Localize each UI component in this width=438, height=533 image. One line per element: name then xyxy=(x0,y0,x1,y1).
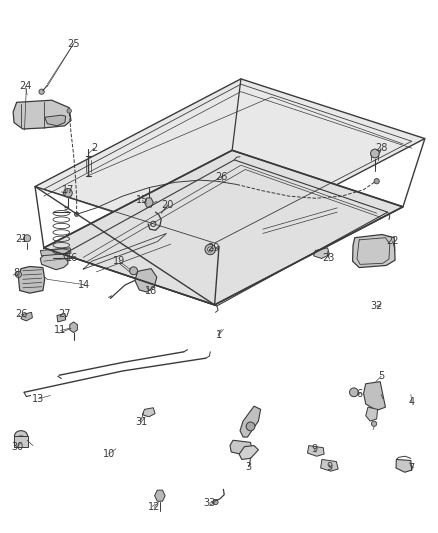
Text: 21: 21 xyxy=(15,234,27,244)
Circle shape xyxy=(39,89,44,94)
Text: 9: 9 xyxy=(326,462,332,472)
Text: 23: 23 xyxy=(322,253,335,263)
Polygon shape xyxy=(353,235,395,268)
Polygon shape xyxy=(35,79,425,246)
Circle shape xyxy=(246,422,255,431)
Polygon shape xyxy=(307,446,324,456)
Text: 33: 33 xyxy=(203,498,215,508)
Text: 24: 24 xyxy=(19,82,32,91)
Text: 26: 26 xyxy=(15,310,27,319)
Text: 19: 19 xyxy=(113,256,125,266)
Circle shape xyxy=(205,244,215,255)
Text: 12: 12 xyxy=(148,503,160,512)
Text: 3: 3 xyxy=(246,462,252,472)
Text: 4: 4 xyxy=(409,397,415,407)
Text: 13: 13 xyxy=(32,394,45,403)
Text: 1: 1 xyxy=(216,330,222,340)
Polygon shape xyxy=(21,312,32,321)
Polygon shape xyxy=(142,408,155,417)
Circle shape xyxy=(130,267,138,274)
Text: 16: 16 xyxy=(66,253,78,263)
Polygon shape xyxy=(45,115,66,126)
Circle shape xyxy=(15,271,21,278)
Circle shape xyxy=(208,247,213,252)
Text: 25: 25 xyxy=(67,39,80,49)
Polygon shape xyxy=(13,100,71,129)
Text: 31: 31 xyxy=(135,417,147,427)
Polygon shape xyxy=(145,198,153,207)
Text: 10: 10 xyxy=(102,449,115,459)
Polygon shape xyxy=(44,150,403,305)
Polygon shape xyxy=(18,266,45,293)
Circle shape xyxy=(64,189,72,197)
Polygon shape xyxy=(366,407,378,421)
Polygon shape xyxy=(40,248,71,256)
Text: 8: 8 xyxy=(14,268,20,278)
Ellipse shape xyxy=(14,431,28,441)
Polygon shape xyxy=(230,440,252,455)
Polygon shape xyxy=(57,313,66,322)
Text: 2: 2 xyxy=(91,143,97,153)
Text: 18: 18 xyxy=(145,286,157,296)
Circle shape xyxy=(74,212,79,216)
Polygon shape xyxy=(364,382,385,410)
Circle shape xyxy=(213,499,218,505)
Text: 11: 11 xyxy=(54,326,67,335)
Text: 30: 30 xyxy=(11,442,24,451)
Text: 27: 27 xyxy=(59,310,71,319)
Text: 9: 9 xyxy=(311,444,318,454)
Circle shape xyxy=(350,388,358,397)
Text: 7: 7 xyxy=(409,463,415,473)
Polygon shape xyxy=(70,322,78,333)
Ellipse shape xyxy=(14,436,28,447)
Circle shape xyxy=(24,235,31,242)
Text: 28: 28 xyxy=(375,143,387,153)
Polygon shape xyxy=(321,459,338,471)
Polygon shape xyxy=(314,248,329,259)
Polygon shape xyxy=(155,490,165,501)
Text: 17: 17 xyxy=(62,185,74,195)
Polygon shape xyxy=(239,446,258,459)
Polygon shape xyxy=(240,406,261,437)
Circle shape xyxy=(374,179,379,184)
Polygon shape xyxy=(135,269,157,292)
Text: 5: 5 xyxy=(378,372,384,381)
Text: 29: 29 xyxy=(208,244,220,253)
Bar xyxy=(14,436,28,447)
Text: 15: 15 xyxy=(136,196,148,205)
Polygon shape xyxy=(396,459,412,472)
Circle shape xyxy=(371,421,377,426)
Text: 20: 20 xyxy=(162,200,174,209)
Text: 22: 22 xyxy=(386,236,398,246)
Text: 6: 6 xyxy=(356,390,362,399)
Circle shape xyxy=(371,149,379,158)
Text: 32: 32 xyxy=(371,301,383,311)
Text: 26: 26 xyxy=(215,172,227,182)
Polygon shape xyxy=(40,252,68,270)
Circle shape xyxy=(67,109,71,113)
Text: 14: 14 xyxy=(78,280,90,289)
